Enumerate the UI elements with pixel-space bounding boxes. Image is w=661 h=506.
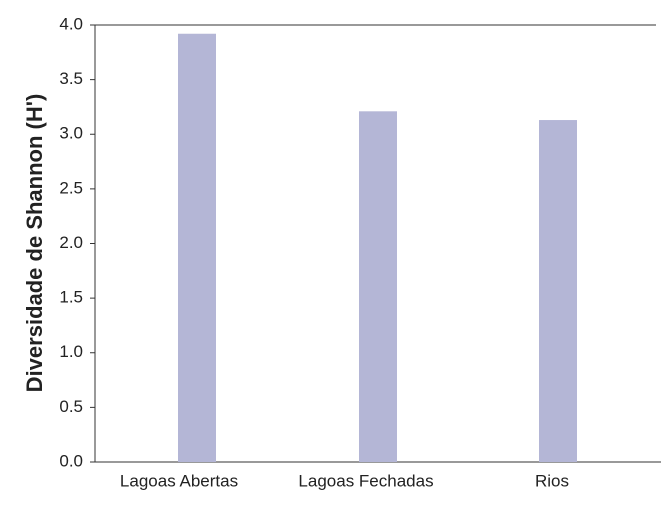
bar	[539, 120, 577, 463]
y-tick-label: 3.0	[59, 124, 83, 143]
bar	[178, 33, 216, 463]
bar	[359, 111, 397, 463]
y-tick-label: 4.0	[59, 14, 83, 33]
y-tick-label: 2.5	[59, 178, 83, 197]
x-tick-label: Lagoas Abertas	[120, 471, 238, 490]
x-tick-label: Lagoas Fechadas	[298, 471, 433, 490]
y-tick-label: 1.5	[59, 288, 83, 307]
y-axis-label: Diversidade de Shannon (H')	[22, 94, 47, 393]
y-tick-label: 0.0	[59, 451, 83, 470]
y-tick-label: 2.0	[59, 233, 83, 252]
y-tick-label: 0.5	[59, 397, 83, 416]
y-tick-label: 3.5	[59, 69, 83, 88]
y-tick-label: 1.0	[59, 342, 83, 361]
x-tick-label: Rios	[535, 471, 569, 490]
